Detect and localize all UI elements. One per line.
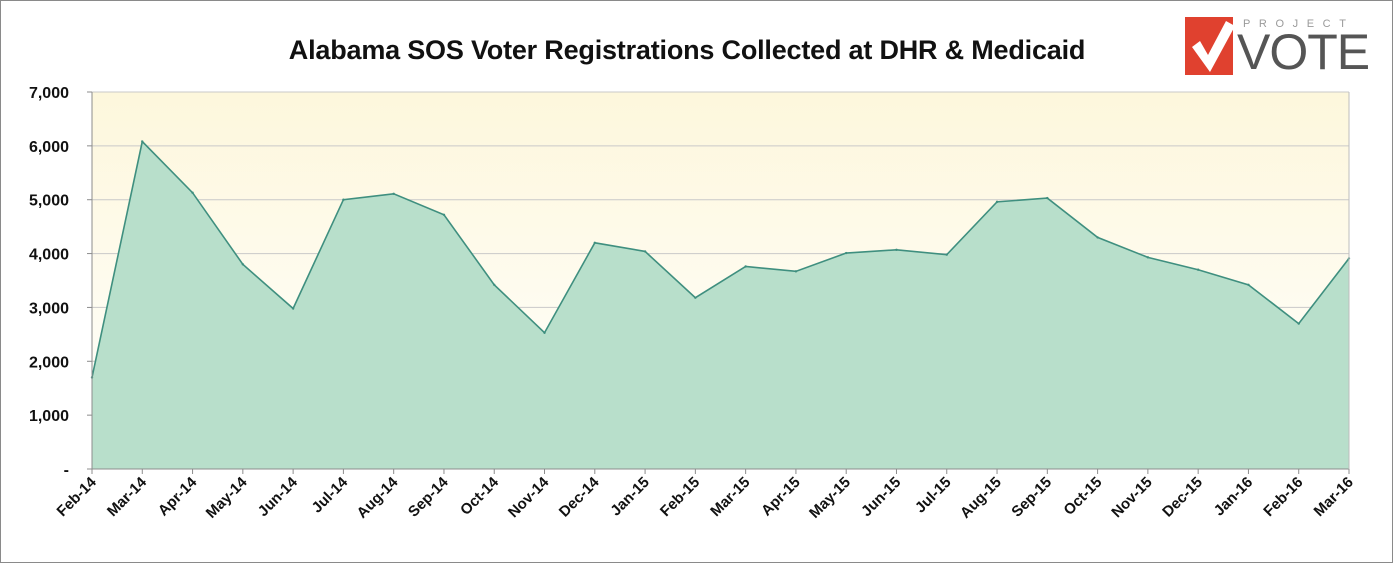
data-point bbox=[794, 270, 798, 273]
x-tick-label: Sep-14 bbox=[405, 473, 452, 520]
series-line bbox=[91, 139, 1350, 378]
checkmark-logo-icon bbox=[1185, 17, 1235, 75]
y-tick-label: 4,000 bbox=[29, 247, 69, 264]
x-tick-label: Apr-14 bbox=[155, 473, 201, 519]
data-point bbox=[895, 248, 898, 251]
data-point bbox=[1247, 283, 1250, 287]
x-tick-label: Aug-15 bbox=[957, 474, 1005, 522]
data-point bbox=[493, 283, 496, 287]
x-tick-label: Oct-15 bbox=[1060, 474, 1105, 519]
x-tick-label: Oct-14 bbox=[457, 473, 502, 518]
data-point bbox=[291, 307, 295, 310]
x-tick-label: May-15 bbox=[806, 474, 854, 522]
logo-main-text: VOTE bbox=[1237, 24, 1370, 80]
data-point bbox=[1146, 256, 1150, 259]
logo-top-text: PROJECT bbox=[1243, 18, 1355, 30]
x-tick-label: Jul-14 bbox=[309, 473, 352, 516]
data-point bbox=[442, 213, 446, 216]
x-tick-label: Mar-15 bbox=[707, 474, 753, 520]
project-vote-logo: PROJECT VOTE bbox=[1185, 17, 1370, 79]
x-tick-label: May-14 bbox=[203, 473, 251, 521]
series-area bbox=[90, 139, 1351, 470]
x-tick-label: Jan-15 bbox=[607, 474, 653, 520]
data-point bbox=[342, 198, 345, 201]
data-point bbox=[191, 191, 194, 194]
data-point bbox=[845, 251, 848, 255]
x-tick-label: Aug-14 bbox=[354, 473, 402, 521]
y-tick-label: - bbox=[64, 462, 69, 479]
y-axis-ticks: - 1,000 2,000 3,000 4,000 5,000 6,000 7,000 bbox=[29, 85, 92, 479]
data-point bbox=[593, 241, 596, 244]
x-tick-label: Nov-14 bbox=[505, 473, 553, 521]
chart-title: Alabama SOS Voter Registrations Collecte… bbox=[288, 35, 1086, 65]
x-tick-label: Sep-15 bbox=[1008, 474, 1055, 521]
y-tick-label: 2,000 bbox=[29, 354, 69, 371]
data-point bbox=[1096, 236, 1099, 239]
x-tick-label: Apr-15 bbox=[758, 474, 804, 520]
x-tick-label: Dec-15 bbox=[1159, 474, 1206, 521]
y-tick-label: 6,000 bbox=[29, 139, 69, 156]
data-point bbox=[1297, 322, 1300, 325]
x-tick-label: Jan-16 bbox=[1211, 474, 1257, 520]
y-tick-label: 5,000 bbox=[29, 193, 69, 210]
x-tick-label: Feb-16 bbox=[1260, 474, 1306, 520]
area-fill bbox=[92, 141, 1349, 470]
data-point bbox=[945, 253, 948, 256]
y-tick-label: 7,000 bbox=[29, 85, 69, 102]
x-tick-label: Jul-15 bbox=[912, 474, 955, 517]
x-tick-label: Feb-15 bbox=[657, 474, 703, 520]
x-tick-label: Nov-15 bbox=[1108, 474, 1155, 521]
x-axis-ticks: Feb-14 Mar-14 Apr-14 May-14 Jun-14 Jul-14 Aug-… bbox=[54, 469, 1357, 522]
x-tick-label: Mar-14 bbox=[104, 473, 151, 520]
data-point bbox=[543, 331, 546, 334]
data-point bbox=[694, 296, 697, 299]
x-tick-label: Dec-14 bbox=[556, 473, 603, 520]
data-point bbox=[141, 140, 144, 143]
x-tick-label: Jun-15 bbox=[858, 474, 904, 520]
data-point bbox=[392, 192, 395, 195]
x-tick-label: Feb-14 bbox=[54, 473, 101, 520]
y-tick-label: 3,000 bbox=[29, 300, 69, 317]
x-tick-label: Jun-14 bbox=[255, 473, 302, 520]
axes bbox=[91, 92, 1350, 470]
data-point bbox=[995, 200, 999, 204]
data-point bbox=[643, 250, 647, 253]
data-point bbox=[241, 263, 245, 266]
data-point bbox=[1196, 268, 1200, 271]
data-point bbox=[744, 265, 747, 268]
x-tick-label: Mar-16 bbox=[1311, 474, 1357, 520]
y-tick-label: 1,000 bbox=[29, 408, 69, 425]
data-point bbox=[1046, 196, 1049, 200]
